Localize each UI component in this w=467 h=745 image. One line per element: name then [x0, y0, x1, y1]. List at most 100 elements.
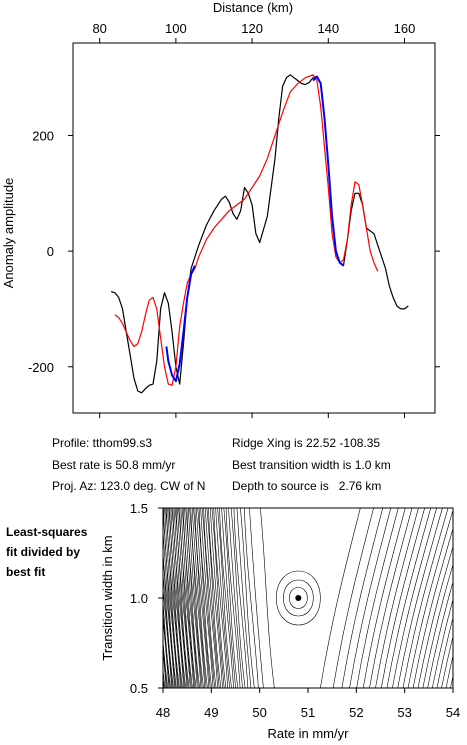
contour-line	[341, 508, 384, 688]
contour-line	[225, 508, 241, 688]
y-tick-label: 0	[47, 244, 54, 259]
contour-line	[219, 508, 234, 688]
contour-y-axis-title: Transition width in km	[100, 535, 115, 660]
contour-line	[356, 508, 399, 688]
contour-line	[187, 508, 203, 688]
contour-line	[213, 508, 229, 688]
contour-line	[163, 646, 167, 688]
contour-line	[163, 607, 170, 688]
contour-line	[375, 508, 419, 688]
contour-line	[427, 580, 453, 688]
contour-line	[194, 508, 210, 688]
contour-line	[174, 508, 190, 688]
contour-line	[289, 587, 308, 609]
profile-x-axis-title: Distance (km)	[213, 0, 293, 15]
x-tick-label: 50	[252, 705, 266, 720]
contour-line	[211, 508, 227, 688]
contour-line	[170, 508, 186, 688]
contour-line	[163, 547, 174, 688]
x-tick-label: 160	[394, 21, 416, 36]
contour-line	[171, 508, 187, 688]
x-tick-label: 100	[165, 21, 187, 36]
contour-line	[332, 508, 374, 688]
x-tick-label: 80	[92, 21, 106, 36]
misfit-contours	[163, 508, 467, 688]
contour-line	[197, 508, 212, 688]
profile-chart: 80 100 120 140 160 -200 0 200 Distance (km) An…	[1, 0, 440, 418]
contour-line	[195, 508, 211, 688]
contour-line	[189, 508, 204, 688]
best-rate-text: Best rate is 50.8 mm/yr	[52, 458, 176, 472]
x-tick-label: 120	[241, 21, 263, 36]
contour-line	[445, 654, 453, 688]
best-transition-text: Best transition width is 1.0 km	[232, 458, 391, 472]
contour-line	[163, 510, 177, 688]
contour-line	[276, 570, 321, 626]
contour-line	[369, 508, 413, 688]
contour-line	[201, 508, 217, 688]
contour-line	[209, 508, 225, 688]
contour-line	[203, 508, 218, 688]
contour-x-axis-title: Rate in mm/yr	[268, 726, 350, 741]
contour-line	[397, 508, 443, 688]
contour-line	[244, 508, 259, 688]
fit-window-line	[165, 265, 196, 383]
profile-name-text: Profile: tthom99.s3	[52, 436, 153, 450]
x-tick-label: 140	[317, 21, 339, 36]
profile-series	[110, 74, 409, 394]
contour-line	[182, 508, 198, 688]
observed-profile-line	[110, 74, 409, 394]
contour-line	[163, 569, 173, 688]
contour-line	[177, 508, 192, 688]
contour-line	[459, 508, 467, 688]
contour-line	[402, 508, 449, 688]
contour-line	[180, 508, 196, 688]
contour-line	[320, 508, 361, 688]
contour-line	[349, 508, 392, 688]
contour-note-line: Least-squares	[6, 525, 88, 539]
contour-line	[412, 527, 453, 688]
fit-window-line	[312, 75, 345, 267]
contour-line	[386, 508, 432, 688]
contour-line	[422, 563, 453, 688]
contour-line	[215, 508, 230, 688]
contour-line	[190, 508, 206, 688]
contour-line	[206, 508, 222, 688]
contour-line	[223, 508, 239, 688]
y-tick-label: 1.0	[130, 591, 148, 606]
contour-line	[233, 508, 249, 688]
contour-line	[228, 508, 243, 688]
contour-line	[163, 585, 172, 688]
ridge-crossing-text: Ridge Xing is 22.52 -108.35	[232, 436, 381, 450]
contour-line	[167, 508, 182, 688]
contour-line	[230, 508, 246, 688]
contour-line	[380, 508, 425, 688]
contour-line	[240, 508, 255, 688]
profile-x-axis: 80 100 120 140 160	[92, 21, 415, 418]
profile-y-axis-title: Anomaly amplitude	[1, 178, 16, 289]
contour-line	[236, 508, 252, 688]
model-profile-line	[114, 74, 379, 386]
x-tick-label: 48	[156, 705, 170, 720]
contour-line	[163, 641, 168, 688]
contour-line	[178, 508, 193, 688]
contour-line	[165, 508, 180, 688]
y-tick-label: 200	[32, 129, 54, 144]
contour-line	[164, 508, 179, 688]
contour-line	[163, 616, 170, 688]
y-tick-label: -200	[28, 360, 54, 375]
contour-line	[283, 579, 314, 617]
contour-line	[204, 508, 220, 688]
contour-line	[200, 508, 215, 688]
contour-line	[198, 508, 214, 688]
contour-line	[163, 595, 171, 688]
profile-y-axis: -200 0 200	[28, 129, 440, 375]
contour-line	[163, 550, 175, 688]
contour-line	[417, 545, 453, 688]
x-tick-label: 49	[204, 705, 218, 720]
x-tick-label: 52	[349, 705, 363, 720]
contour-line	[441, 635, 453, 688]
contour-line	[181, 508, 197, 688]
x-tick-label: 53	[397, 705, 411, 720]
best-fit-point	[295, 595, 302, 601]
